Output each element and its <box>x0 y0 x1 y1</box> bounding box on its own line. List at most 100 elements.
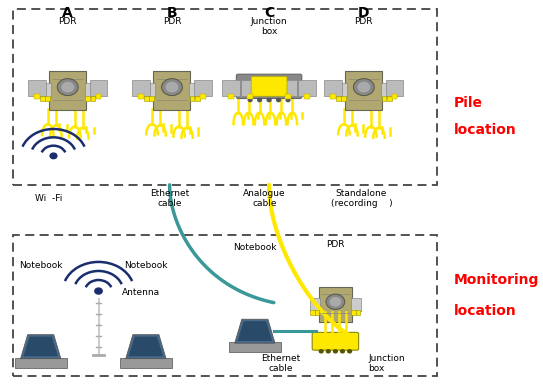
Text: location: location <box>454 123 516 137</box>
FancyBboxPatch shape <box>381 83 392 97</box>
FancyBboxPatch shape <box>356 310 361 315</box>
Circle shape <box>50 153 57 159</box>
FancyBboxPatch shape <box>330 95 336 99</box>
Circle shape <box>58 79 78 96</box>
FancyBboxPatch shape <box>310 298 320 311</box>
FancyBboxPatch shape <box>345 71 382 110</box>
Text: Antenna: Antenna <box>122 289 160 298</box>
FancyBboxPatch shape <box>195 96 200 101</box>
Polygon shape <box>235 319 275 343</box>
FancyBboxPatch shape <box>324 80 342 96</box>
FancyBboxPatch shape <box>251 77 287 96</box>
FancyBboxPatch shape <box>241 80 259 96</box>
Text: C: C <box>264 6 274 20</box>
Circle shape <box>319 350 323 353</box>
Text: Standalone
(recording    ): Standalone (recording ) <box>331 189 392 208</box>
FancyBboxPatch shape <box>96 95 102 99</box>
Circle shape <box>267 98 271 102</box>
FancyBboxPatch shape <box>342 96 346 101</box>
Text: Monitoring: Monitoring <box>454 273 539 287</box>
Circle shape <box>161 79 182 96</box>
FancyBboxPatch shape <box>154 71 191 110</box>
Text: Wi  -Fi: Wi -Fi <box>35 194 62 203</box>
Text: Notebook: Notebook <box>233 244 276 252</box>
Circle shape <box>276 98 280 102</box>
FancyBboxPatch shape <box>351 310 356 315</box>
Polygon shape <box>238 321 272 341</box>
FancyBboxPatch shape <box>144 96 149 101</box>
Text: Notebook: Notebook <box>124 261 168 270</box>
FancyBboxPatch shape <box>285 95 291 99</box>
FancyBboxPatch shape <box>90 80 108 96</box>
Text: location: location <box>454 304 516 318</box>
Circle shape <box>340 350 344 353</box>
Polygon shape <box>21 335 61 359</box>
FancyBboxPatch shape <box>15 358 67 368</box>
FancyBboxPatch shape <box>138 95 144 99</box>
Text: Analogue
cable: Analogue cable <box>243 189 286 208</box>
Text: D: D <box>358 6 370 20</box>
Circle shape <box>358 82 370 92</box>
FancyBboxPatch shape <box>336 96 341 101</box>
FancyBboxPatch shape <box>247 95 253 99</box>
FancyBboxPatch shape <box>386 80 403 96</box>
FancyBboxPatch shape <box>311 310 315 315</box>
Text: Junction
box: Junction box <box>369 354 405 373</box>
FancyBboxPatch shape <box>279 80 297 96</box>
Circle shape <box>333 350 337 353</box>
Circle shape <box>353 79 374 96</box>
Circle shape <box>248 98 252 102</box>
FancyBboxPatch shape <box>236 74 302 98</box>
Circle shape <box>95 288 102 294</box>
Text: Junction
box: Junction box <box>251 17 287 36</box>
FancyBboxPatch shape <box>190 96 194 101</box>
Text: Pile: Pile <box>454 96 483 110</box>
Circle shape <box>166 82 178 92</box>
FancyBboxPatch shape <box>351 298 361 311</box>
Polygon shape <box>23 336 58 356</box>
Circle shape <box>326 294 345 309</box>
FancyBboxPatch shape <box>319 287 352 322</box>
FancyBboxPatch shape <box>336 83 347 97</box>
Circle shape <box>326 350 330 353</box>
FancyBboxPatch shape <box>392 95 397 99</box>
Text: PDR: PDR <box>163 17 181 26</box>
FancyBboxPatch shape <box>28 80 46 96</box>
FancyBboxPatch shape <box>189 83 200 97</box>
FancyBboxPatch shape <box>85 96 90 101</box>
FancyBboxPatch shape <box>298 80 315 96</box>
Text: Ethernet
cable: Ethernet cable <box>261 354 300 373</box>
Polygon shape <box>126 335 166 359</box>
FancyBboxPatch shape <box>34 95 40 99</box>
Text: PDR: PDR <box>59 17 77 26</box>
Circle shape <box>330 298 340 306</box>
Circle shape <box>286 98 290 102</box>
FancyBboxPatch shape <box>382 96 386 101</box>
Circle shape <box>258 98 262 102</box>
FancyBboxPatch shape <box>312 332 358 350</box>
FancyBboxPatch shape <box>200 95 206 99</box>
FancyBboxPatch shape <box>315 310 319 315</box>
FancyBboxPatch shape <box>194 80 212 96</box>
FancyBboxPatch shape <box>304 95 310 99</box>
Polygon shape <box>129 336 163 356</box>
Text: Notebook: Notebook <box>19 261 62 270</box>
FancyBboxPatch shape <box>91 96 96 101</box>
FancyBboxPatch shape <box>40 96 45 101</box>
Circle shape <box>62 82 73 92</box>
Text: Ethernet
cable: Ethernet cable <box>150 189 189 208</box>
FancyBboxPatch shape <box>85 83 96 97</box>
FancyBboxPatch shape <box>49 71 86 110</box>
FancyBboxPatch shape <box>132 80 150 96</box>
Text: B: B <box>167 6 177 20</box>
FancyBboxPatch shape <box>120 358 172 368</box>
FancyBboxPatch shape <box>149 96 154 101</box>
FancyBboxPatch shape <box>387 96 392 101</box>
FancyBboxPatch shape <box>229 342 281 352</box>
FancyBboxPatch shape <box>45 96 50 101</box>
Text: PDR: PDR <box>355 17 373 26</box>
FancyBboxPatch shape <box>229 95 234 99</box>
Text: PDR: PDR <box>326 240 345 249</box>
FancyBboxPatch shape <box>223 80 240 96</box>
FancyBboxPatch shape <box>39 83 50 97</box>
